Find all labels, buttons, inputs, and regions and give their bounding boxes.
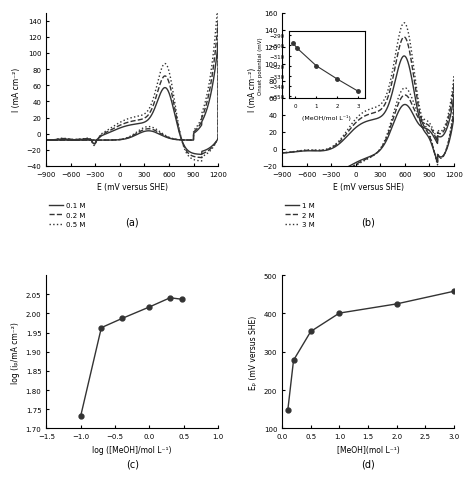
Legend: 0.1 M, 0.2 M, 0.5 M: 0.1 M, 0.2 M, 0.5 M bbox=[46, 200, 89, 231]
Text: (d): (d) bbox=[361, 459, 375, 469]
X-axis label: log ([MeOH]/mol L⁻¹): log ([MeOH]/mol L⁻¹) bbox=[92, 445, 172, 454]
X-axis label: E (mV versus SHE): E (mV versus SHE) bbox=[97, 183, 168, 192]
Y-axis label: log (iₚ/mA cm⁻²): log (iₚ/mA cm⁻²) bbox=[11, 321, 20, 383]
Y-axis label: Eₚ (mV versus SHE): Eₚ (mV versus SHE) bbox=[249, 315, 258, 389]
Text: (b): (b) bbox=[361, 217, 375, 227]
Y-axis label: I (mA cm⁻²): I (mA cm⁻²) bbox=[248, 68, 257, 112]
Text: (a): (a) bbox=[126, 217, 139, 227]
X-axis label: [MeOH](mol L⁻¹): [MeOH](mol L⁻¹) bbox=[337, 445, 400, 454]
Legend: 1 M, 2 M, 3 M: 1 M, 2 M, 3 M bbox=[282, 200, 318, 231]
Y-axis label: I (mA cm⁻²): I (mA cm⁻²) bbox=[12, 68, 21, 112]
X-axis label: E (mV versus SHE): E (mV versus SHE) bbox=[333, 183, 403, 192]
Text: (c): (c) bbox=[126, 459, 139, 469]
